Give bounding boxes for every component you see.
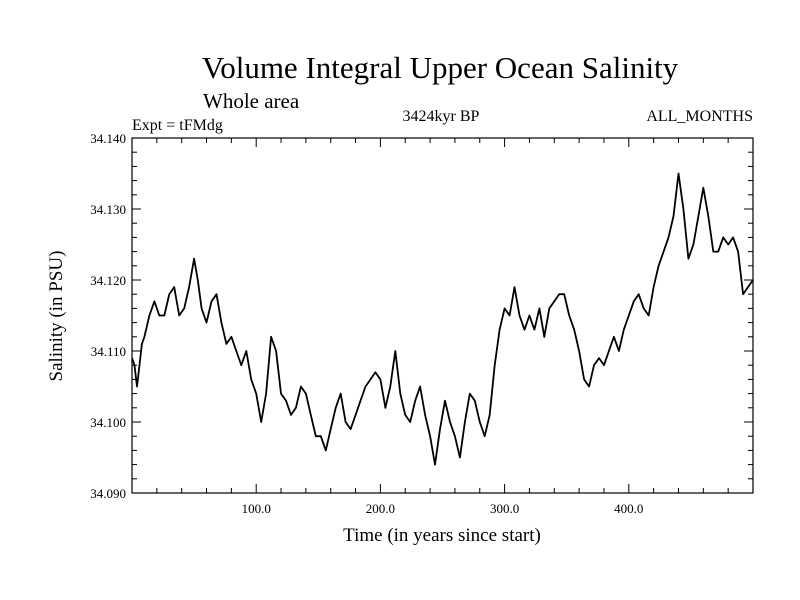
chart-title: Volume Integral Upper Ocean Salinity [202,50,679,85]
y-tick-label: 34.140 [90,131,126,146]
months-label: ALL_MONTHS [646,108,753,125]
salinity-series-line [131,172,754,466]
experiment-label: Expt = tFMdg [132,117,223,134]
x-tick-label: 300.0 [490,501,519,516]
chart-subtitle: Whole area [203,89,300,113]
x-tick-label: 400.0 [614,501,643,516]
y-tick-label: 34.100 [90,415,126,430]
x-tick-label: 200.0 [366,501,395,516]
y-tick-label: 34.120 [90,273,126,288]
y-tick-label: 34.090 [90,486,126,501]
x-tick-label: 100.0 [242,501,271,516]
y-axis-label: Salinity (in PSU) [46,251,67,382]
x-axis-label: Time (in years since start) [343,525,541,546]
period-label: 3424kyr BP [403,108,480,125]
plot-frame [131,137,754,494]
y-tick-label: 34.110 [91,344,126,359]
y-tick-label: 34.130 [90,202,126,217]
